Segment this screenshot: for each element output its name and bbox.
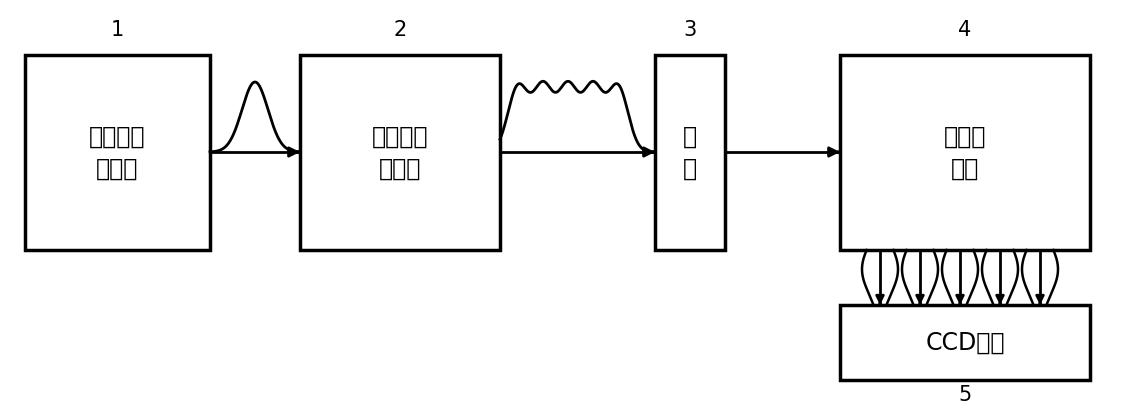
Bar xyxy=(25,55,210,250)
Text: 样
本: 样 本 xyxy=(683,125,697,180)
Text: 3: 3 xyxy=(683,20,697,40)
Bar xyxy=(839,55,1090,250)
Text: 超短脉冲
激光器: 超短脉冲 激光器 xyxy=(89,125,146,180)
Bar xyxy=(655,55,726,250)
Text: 1: 1 xyxy=(110,20,124,40)
Text: CCD相机: CCD相机 xyxy=(925,330,1005,355)
Text: 5: 5 xyxy=(958,385,972,405)
Bar xyxy=(839,305,1090,380)
Text: 脉冲分
频器: 脉冲分 频器 xyxy=(944,125,986,180)
Text: 多频脉冲
产生器: 多频脉冲 产生器 xyxy=(371,125,428,180)
Bar xyxy=(300,55,500,250)
Text: 4: 4 xyxy=(958,20,972,40)
Text: 2: 2 xyxy=(393,20,407,40)
